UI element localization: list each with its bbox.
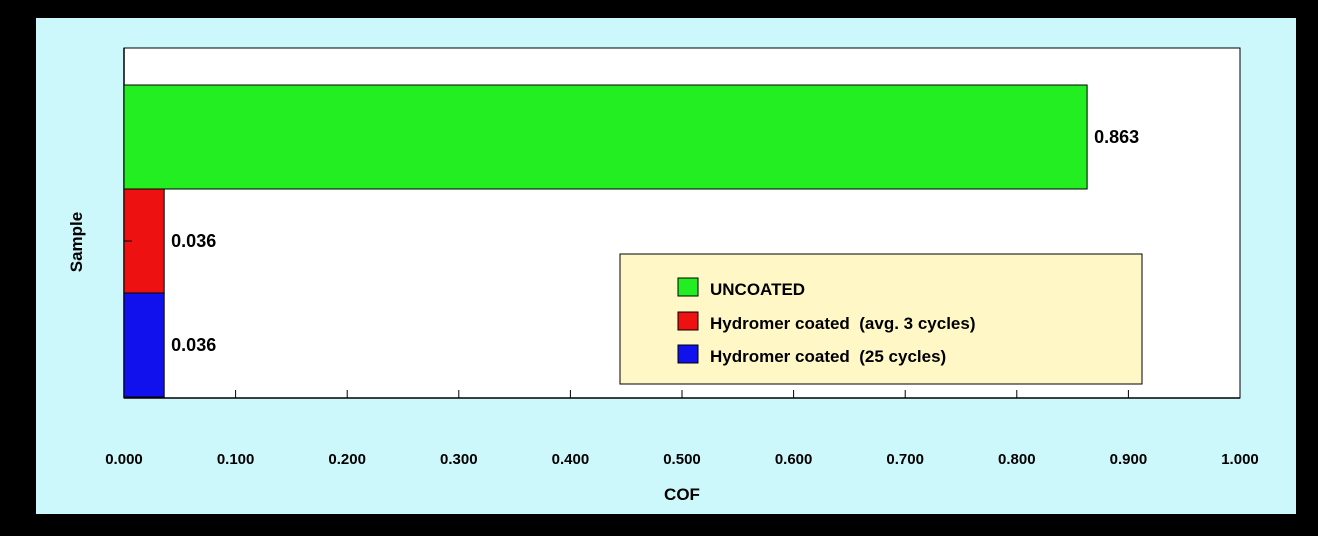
x-tick-label: 0.800 [998, 451, 1036, 468]
legend-label-coated-25-cycles: Hydromer coated (25 cycles) [710, 347, 946, 366]
x-tick-label: 0.100 [217, 451, 255, 468]
x-tick-label: 0.300 [440, 451, 478, 468]
x-tick-label: 0.000 [105, 451, 143, 468]
legend-swatch-coated-3-cycles [677, 311, 699, 331]
legend: UNCOATED Hydromer coated (avg. 3 cycles)… [619, 253, 1143, 385]
legend-label-uncoated: UNCOATED [710, 280, 805, 299]
x-tick-label: 0.900 [1110, 451, 1148, 468]
x-axis-title: COF [664, 485, 700, 504]
data-label-coated-25-cycles: 0.036 [171, 335, 216, 355]
legend-swatch-coated-25-cycles [677, 344, 699, 364]
bar-uncoated [123, 84, 1088, 190]
x-tick-label: 0.600 [775, 451, 813, 468]
y-axis-title: Sample [67, 212, 86, 272]
legend-box [619, 253, 1143, 385]
x-tick-label: 1.000 [1221, 451, 1259, 468]
bar-coated-25-cycles [123, 292, 165, 398]
x-tick-label: 0.400 [552, 451, 590, 468]
bars-group: 0.863 0.036 0.036 [123, 84, 1139, 398]
data-label-uncoated: 0.863 [1094, 127, 1139, 147]
legend-label-coated-3-cycles: Hydromer coated (avg. 3 cycles) [710, 314, 976, 333]
x-tick-label: 0.500 [663, 451, 701, 468]
legend-swatch-uncoated [677, 277, 699, 297]
data-label-coated-3-cycles: 0.036 [171, 231, 216, 251]
x-tick-label: 0.200 [328, 451, 366, 468]
x-tick-label: 0.700 [886, 451, 924, 468]
x-axis-ticks: 0.000 0.100 0.200 0.300 0.400 0.500 0.600 0.700… [105, 390, 1259, 468]
